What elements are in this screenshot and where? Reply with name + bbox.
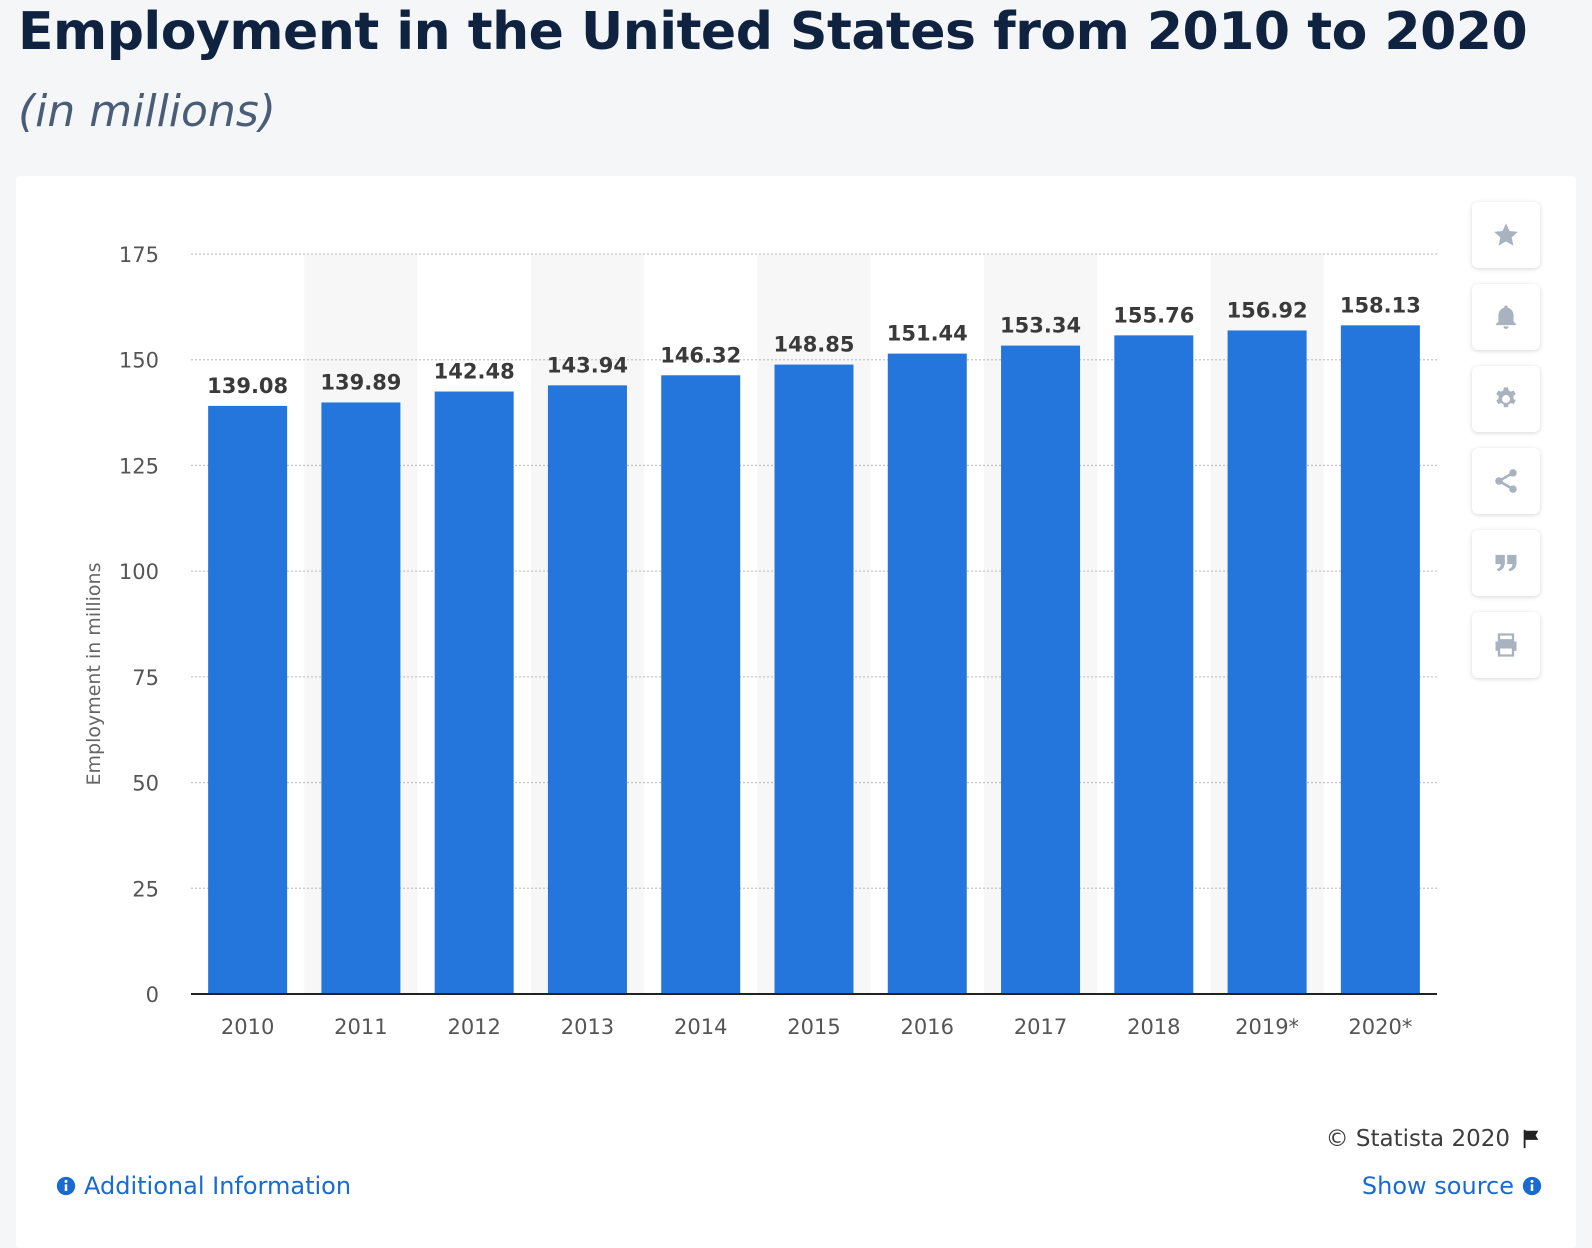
x-tick-label: 2015 bbox=[787, 1015, 840, 1039]
bar bbox=[661, 375, 741, 995]
favorite-button[interactable] bbox=[1472, 202, 1540, 268]
side-toolbar bbox=[1472, 202, 1540, 678]
y-tick-label: 175 bbox=[119, 243, 159, 267]
show-source-label: Show source bbox=[1361, 1172, 1514, 1200]
x-tick-label: 2018 bbox=[1127, 1015, 1180, 1039]
x-tick-label: 2016 bbox=[901, 1015, 954, 1039]
x-tick-label: 2017 bbox=[1014, 1015, 1067, 1039]
additional-information-link[interactable]: Additional Information bbox=[56, 1172, 351, 1200]
bar bbox=[1340, 325, 1420, 994]
x-tick-label: 2010 bbox=[221, 1015, 274, 1039]
print-icon bbox=[1495, 633, 1517, 657]
x-tick-label: 2019* bbox=[1235, 1015, 1299, 1039]
bar bbox=[1114, 335, 1194, 994]
notification-button[interactable] bbox=[1472, 284, 1540, 350]
info-icon bbox=[1522, 1176, 1542, 1196]
x-tick-label: 2011 bbox=[334, 1015, 387, 1039]
page-title: Employment in the United States from 201… bbox=[18, 2, 1528, 62]
additional-information-label: Additional Information bbox=[84, 1172, 352, 1200]
y-tick-label: 150 bbox=[119, 349, 159, 373]
data-label: 143.94 bbox=[547, 353, 628, 377]
bar bbox=[208, 405, 288, 995]
info-icon bbox=[56, 1176, 76, 1196]
print-button[interactable] bbox=[1472, 612, 1540, 678]
bar bbox=[547, 385, 627, 994]
flag-icon[interactable] bbox=[1520, 1128, 1542, 1150]
chart-card: 0 25 50 75 100 125 150 175 Employment in million… bbox=[16, 176, 1576, 1248]
data-label: 155.76 bbox=[1113, 303, 1194, 327]
y-tick-label: 0 bbox=[146, 983, 159, 1007]
x-tick-label: 2020* bbox=[1348, 1015, 1412, 1039]
y-tick-label: 125 bbox=[119, 454, 159, 478]
star-icon bbox=[1494, 223, 1518, 246]
bar bbox=[434, 391, 514, 994]
bar bbox=[1227, 330, 1307, 994]
cite-button[interactable] bbox=[1472, 530, 1540, 596]
data-label: 142.48 bbox=[434, 360, 515, 384]
bell-icon bbox=[1496, 305, 1516, 329]
data-label: 156.92 bbox=[1227, 298, 1308, 322]
copyright-notice: © Statista 2020 bbox=[1326, 1126, 1542, 1152]
x-tick-label: 2014 bbox=[674, 1015, 727, 1039]
data-label: 146.32 bbox=[660, 343, 741, 367]
y-axis-title: Employment in millions bbox=[83, 563, 105, 786]
data-label: 151.44 bbox=[887, 322, 968, 346]
gear-icon bbox=[1496, 387, 1516, 408]
show-source-link[interactable]: Show source bbox=[1362, 1172, 1542, 1200]
page-subtitle: (in millions) bbox=[18, 86, 276, 137]
data-label: 139.89 bbox=[320, 370, 401, 394]
bar bbox=[774, 364, 854, 994]
bar bbox=[1001, 345, 1081, 995]
data-label: 148.85 bbox=[773, 333, 854, 357]
settings-button[interactable] bbox=[1472, 366, 1540, 432]
y-tick-label: 25 bbox=[132, 877, 159, 901]
y-tick-label: 100 bbox=[119, 560, 159, 584]
share-button[interactable] bbox=[1472, 448, 1540, 514]
bar-chart: 0 25 50 75 100 125 150 175 Employment in million… bbox=[83, 243, 1437, 1039]
share-icon bbox=[1495, 469, 1517, 493]
bar bbox=[887, 353, 967, 994]
quote-icon bbox=[1495, 554, 1517, 572]
copyright-text: © Statista 2020 bbox=[1325, 1126, 1510, 1152]
data-label: 153.34 bbox=[1000, 314, 1081, 338]
x-tick-label: 2013 bbox=[561, 1015, 614, 1039]
data-label: 158.13 bbox=[1340, 293, 1421, 317]
y-tick-label: 50 bbox=[132, 772, 159, 796]
y-tick-label: 75 bbox=[132, 666, 159, 690]
bar bbox=[321, 402, 401, 994]
x-tick-label: 2012 bbox=[447, 1015, 500, 1039]
data-label: 139.08 bbox=[207, 374, 288, 398]
